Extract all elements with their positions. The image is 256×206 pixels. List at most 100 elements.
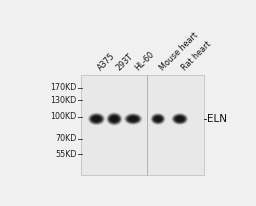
Ellipse shape [152, 115, 164, 123]
Ellipse shape [151, 113, 165, 125]
Ellipse shape [174, 115, 185, 123]
Ellipse shape [151, 114, 165, 124]
Ellipse shape [172, 114, 187, 124]
Ellipse shape [125, 114, 142, 124]
Ellipse shape [176, 116, 184, 122]
Ellipse shape [176, 117, 184, 121]
Ellipse shape [128, 116, 139, 122]
Ellipse shape [88, 112, 105, 125]
Ellipse shape [172, 113, 188, 124]
Ellipse shape [171, 113, 188, 125]
Ellipse shape [129, 116, 138, 122]
Ellipse shape [88, 113, 105, 125]
Ellipse shape [125, 114, 141, 124]
Ellipse shape [154, 116, 162, 122]
Ellipse shape [90, 114, 103, 124]
Ellipse shape [152, 114, 164, 124]
Ellipse shape [155, 117, 162, 121]
Ellipse shape [127, 115, 140, 123]
Text: Mouse heart: Mouse heart [158, 30, 200, 72]
Ellipse shape [109, 115, 120, 123]
Ellipse shape [153, 116, 163, 122]
Text: 170KD: 170KD [50, 83, 77, 92]
Ellipse shape [110, 116, 119, 122]
Ellipse shape [124, 113, 142, 124]
Ellipse shape [110, 116, 119, 122]
Ellipse shape [92, 116, 101, 122]
Ellipse shape [128, 116, 138, 122]
Ellipse shape [92, 116, 101, 122]
Ellipse shape [108, 114, 121, 124]
Text: Rat heart: Rat heart [180, 39, 213, 72]
Ellipse shape [153, 115, 163, 123]
Ellipse shape [127, 115, 139, 123]
Ellipse shape [154, 116, 162, 122]
Ellipse shape [173, 114, 187, 124]
Ellipse shape [108, 114, 120, 124]
Ellipse shape [110, 116, 118, 122]
Ellipse shape [173, 114, 187, 124]
Text: 55KD: 55KD [55, 150, 77, 159]
Text: ELN: ELN [207, 114, 227, 124]
Ellipse shape [175, 116, 185, 122]
Ellipse shape [111, 116, 118, 122]
Bar [81, 75, 204, 176]
Ellipse shape [108, 114, 121, 124]
Ellipse shape [107, 113, 122, 125]
Text: HL-60: HL-60 [133, 50, 156, 72]
Ellipse shape [153, 115, 163, 123]
Ellipse shape [151, 114, 165, 124]
Ellipse shape [109, 115, 120, 123]
Ellipse shape [93, 116, 100, 122]
Ellipse shape [89, 114, 104, 124]
Ellipse shape [177, 117, 183, 121]
Ellipse shape [107, 113, 121, 125]
Ellipse shape [175, 116, 185, 122]
Ellipse shape [91, 115, 102, 123]
Text: 293T: 293T [114, 52, 135, 72]
Ellipse shape [106, 112, 123, 126]
Ellipse shape [109, 115, 120, 123]
Ellipse shape [152, 115, 164, 123]
Ellipse shape [92, 117, 101, 121]
Text: 130KD: 130KD [50, 96, 77, 105]
Text: 100KD: 100KD [50, 112, 77, 122]
Ellipse shape [90, 115, 103, 123]
Text: 70KD: 70KD [55, 135, 77, 143]
Ellipse shape [126, 115, 140, 123]
Ellipse shape [90, 114, 103, 124]
Ellipse shape [130, 117, 137, 121]
Ellipse shape [152, 114, 164, 124]
Ellipse shape [124, 113, 142, 125]
Ellipse shape [126, 114, 141, 124]
Ellipse shape [90, 115, 103, 123]
Ellipse shape [173, 115, 186, 123]
Ellipse shape [129, 117, 137, 121]
Ellipse shape [91, 115, 102, 123]
Ellipse shape [88, 113, 105, 125]
Ellipse shape [173, 114, 187, 124]
Ellipse shape [125, 114, 141, 124]
Ellipse shape [175, 116, 184, 122]
Ellipse shape [175, 116, 185, 122]
Ellipse shape [91, 116, 102, 122]
Ellipse shape [107, 113, 122, 125]
Ellipse shape [174, 115, 186, 123]
Ellipse shape [106, 112, 122, 125]
Ellipse shape [128, 116, 138, 122]
Ellipse shape [172, 113, 188, 125]
Ellipse shape [153, 116, 163, 122]
Ellipse shape [127, 116, 139, 122]
Ellipse shape [174, 115, 186, 123]
Ellipse shape [110, 115, 119, 123]
Ellipse shape [89, 113, 104, 125]
Ellipse shape [111, 116, 118, 122]
Ellipse shape [151, 113, 165, 124]
Ellipse shape [89, 114, 104, 124]
Ellipse shape [154, 116, 162, 122]
Ellipse shape [126, 115, 140, 123]
Ellipse shape [155, 117, 161, 121]
Text: A375: A375 [97, 51, 118, 72]
Ellipse shape [108, 114, 121, 124]
Ellipse shape [92, 116, 101, 122]
